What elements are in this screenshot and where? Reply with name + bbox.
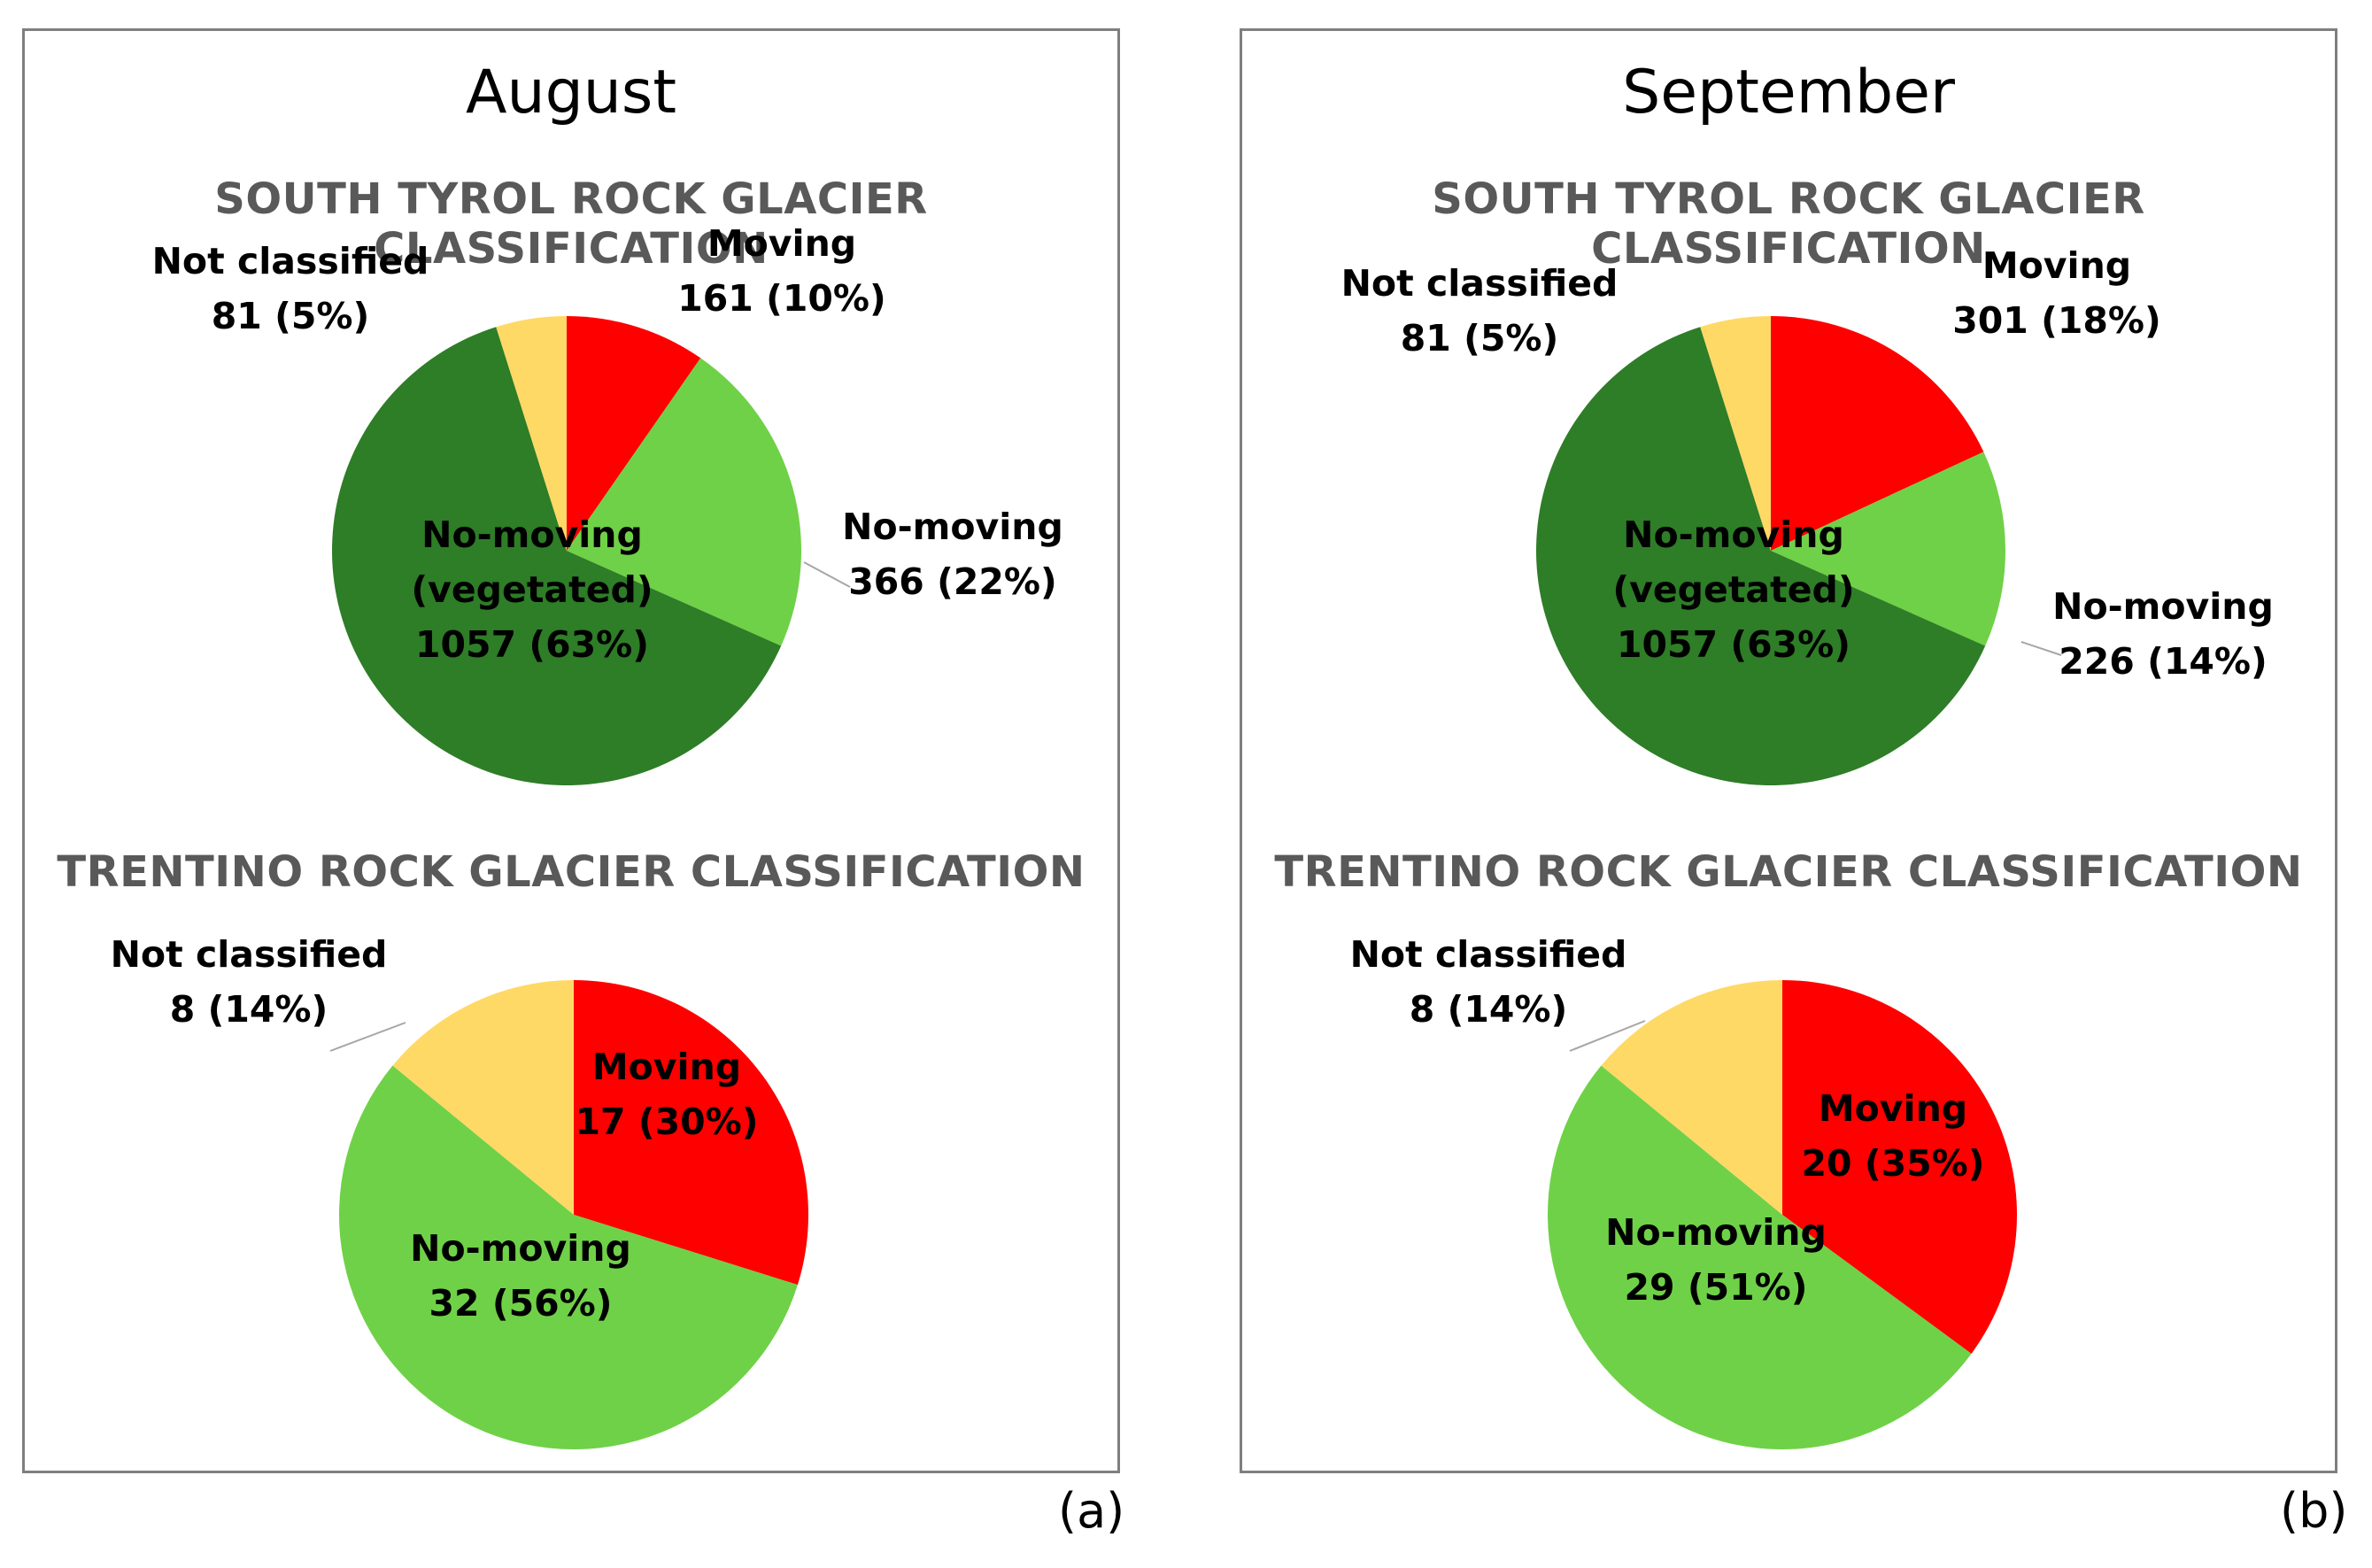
data-label: Not classified 81 (5%) (152, 240, 429, 337)
data-label: No-moving (vegetated) 1057 (63%) (1612, 514, 1854, 666)
panel-label-a: (a) (1058, 1483, 1125, 1539)
pie-slice-no-moving (1771, 452, 2005, 646)
data-label: No-moving 366 (22%) (842, 506, 1063, 603)
pie-slice-no-moving (338, 1065, 798, 1449)
panel-september: September SOUTH TYROL ROCK GLACIER CLASS… (1240, 28, 2337, 1473)
data-label: Not classified 81 (5%) (1341, 262, 1619, 359)
data-label: Moving 161 (10%) (677, 222, 885, 320)
pie-slice-not-classified (496, 316, 567, 551)
leader-line (329, 1022, 406, 1052)
panel-label-b: (b) (2280, 1483, 2348, 1539)
pie-slice-moving (574, 980, 808, 1286)
pie-slice-not-classified (1601, 980, 1782, 1215)
pie-chart-south-tyrol-september: Moving 301 (18%) No-moving 226 (14%) No-movi… (1341, 244, 2274, 785)
pie-slice-not-classified (392, 980, 574, 1215)
pie-chart-trentino-august: Moving 17 (30%) No-moving 32 (56%) Not class… (111, 933, 808, 1449)
chart-title-trentino: TRENTINO ROCK GLACIER CLASSIFICATION (57, 847, 1086, 897)
panel-august: August SOUTH TYROL ROCK GLACIER CLASSIFI… (22, 28, 1120, 1473)
pie-chart-south-tyrol-august: Moving 161 (10%) No-moving 366 (22%) No-movi… (152, 222, 1063, 785)
leader-line (2020, 641, 2062, 656)
data-label: Not classified 8 (14%) (1350, 933, 1627, 1031)
panel-title: August (466, 58, 676, 127)
pie-chart-trentino-september: Moving 20 (35%) No-moving 29 (51%) Not class… (1350, 933, 2017, 1449)
pie-slice-moving (1782, 980, 2017, 1354)
data-label: No-moving 32 (56%) (410, 1227, 631, 1325)
data-label: Moving 20 (35%) (1802, 1087, 1985, 1185)
pie-slice-no-moving (1548, 1065, 1972, 1449)
data-label: Not classified 8 (14%) (111, 933, 388, 1031)
chart-title-south-tyrol: SOUTH TYROL ROCK GLACIER CLASSIFICATION (214, 174, 928, 274)
pie-slice-no-moving (567, 358, 801, 646)
pie-slice-no-moving-vegetated (331, 327, 782, 785)
data-label: No-moving 29 (51%) (1605, 1211, 1827, 1309)
leader-line (1569, 1020, 1646, 1052)
data-label: No-moving (vegetated) 1057 (63%) (411, 514, 653, 666)
data-label: Moving 301 (18%) (1952, 244, 2160, 342)
pie-slice-no-moving-vegetated (1536, 327, 1986, 785)
chart-title-south-tyrol: SOUTH TYROL ROCK GLACIER CLASSIFICATION (1432, 174, 2145, 274)
data-label: No-moving 226 (14%) (2052, 585, 2274, 683)
pie-slice-moving (567, 316, 701, 551)
panel-title: September (1622, 58, 1955, 127)
data-label: Moving 17 (30%) (576, 1046, 759, 1143)
leader-line (803, 561, 851, 588)
pie-slice-not-classified (1700, 316, 1771, 551)
pie-slice-moving (1771, 316, 1984, 551)
chart-title-trentino: TRENTINO ROCK GLACIER CLASSIFICATION (1274, 847, 2303, 897)
